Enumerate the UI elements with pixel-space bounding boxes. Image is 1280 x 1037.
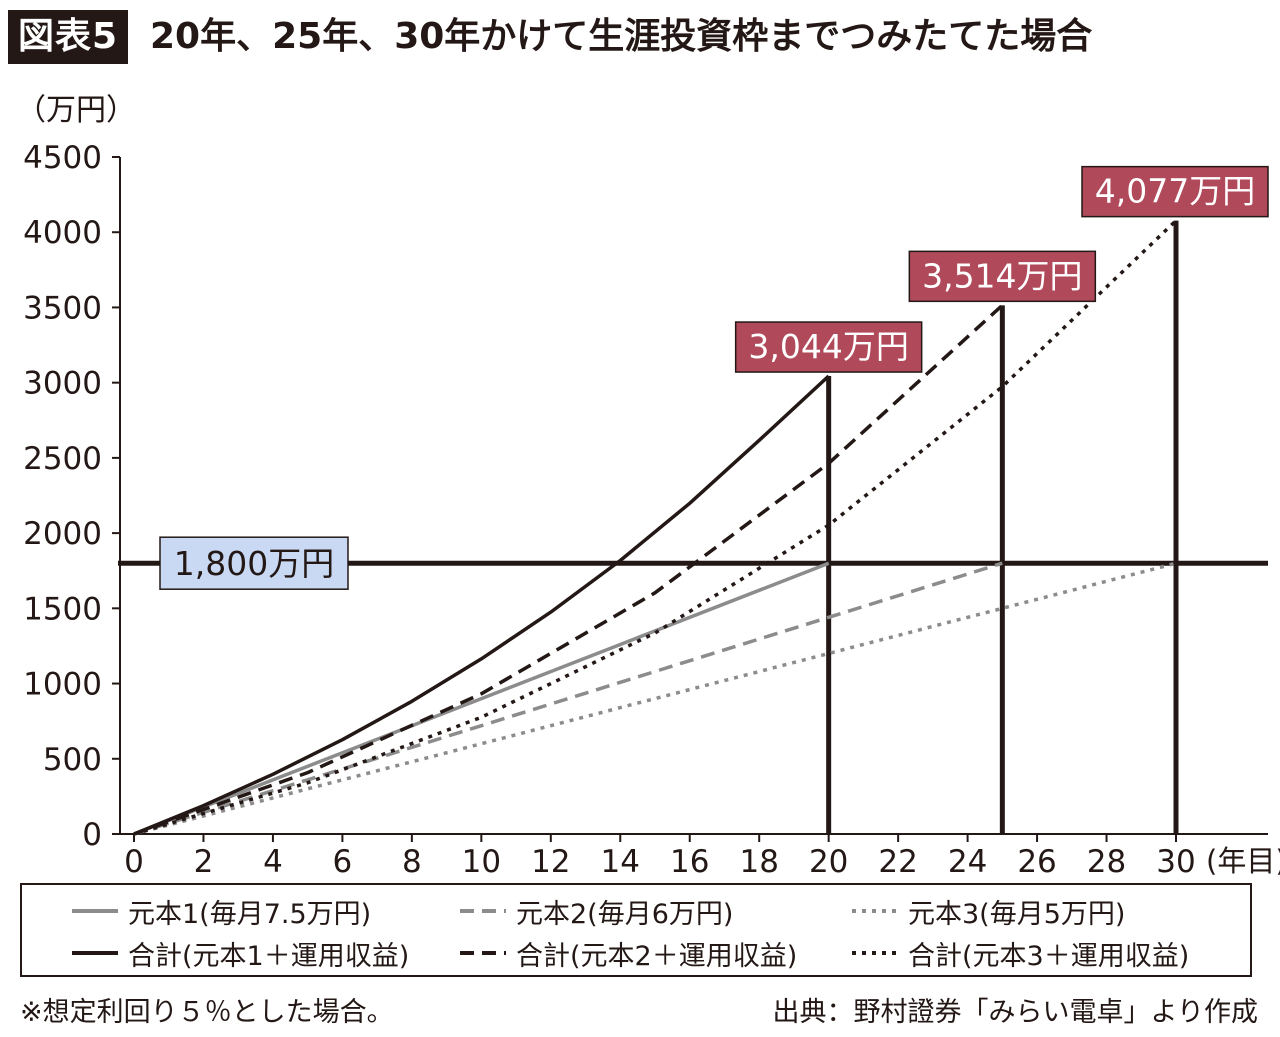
chart-header: 図表5 20年、25年、30年かけて生涯投資枠までつみたてた場合 [0, 0, 1280, 76]
y-tick-label: 2500 [23, 441, 102, 477]
x-tick-label: 22 [878, 844, 917, 880]
figure-number-badge: 図表5 [8, 10, 129, 64]
series-line-4 [133, 374, 830, 836]
y-tick-label: 3500 [23, 290, 102, 326]
y-axis-unit-label: （万円） [16, 93, 136, 128]
legend-label: 元本2(毎月6万円) [516, 898, 734, 930]
x-tick-label: 20 [809, 844, 848, 880]
line-chart: （万円） 0 500 1000 1500 2000 2500 3000 3500 4000 4500… [16, 93, 1280, 880]
x-tick-label: 16 [670, 844, 709, 880]
reference-callout-box [159, 536, 349, 590]
x-tick-label: 6 [333, 844, 353, 880]
legend-label: 合計(元本3＋運用収益) [908, 940, 1190, 972]
series-line-3 [133, 561, 1177, 836]
x-tick-label: 14 [601, 844, 640, 880]
x-tick-label: 0 [124, 844, 144, 880]
legend-swatch [852, 909, 898, 913]
legend-swatch [72, 951, 118, 955]
callout-box [1081, 165, 1269, 218]
callout-box [908, 250, 1097, 303]
x-tick-label: 2 [194, 844, 214, 880]
chart-legend: 元本1(毎月7.5万円) 元本2(毎月6万円) 元本3(毎月5万円) 合計(元本1＋運… [20, 883, 1252, 977]
callout-box [734, 321, 923, 373]
series-line-2 [133, 561, 1003, 836]
x-tick-label: 30 [1156, 844, 1195, 880]
y-tick-label: 4500 [23, 140, 102, 176]
series-line-1 [133, 561, 830, 836]
y-tick-label: 3000 [23, 366, 102, 402]
y-tick-label: 500 [43, 742, 102, 778]
callout-label: 3,044万円 [748, 327, 908, 366]
legend-swatch [72, 909, 118, 913]
footnote: ※想定利回り５％とした場合。 [20, 997, 394, 1028]
chart-title: 20年、25年、30年かけて生涯投資枠までつみたてた場合 [150, 16, 1093, 57]
legend-swatch [460, 909, 506, 913]
legend-label: 合計(元本1＋運用収益) [128, 940, 410, 972]
series-line-5 [133, 304, 1004, 836]
legend-label: 元本3(毎月5万円) [908, 898, 1126, 930]
legend-label: 元本1(毎月7.5万円) [128, 898, 372, 930]
y-tick-label: 0 [82, 817, 102, 853]
x-tick-label: 24 [948, 844, 987, 880]
y-tick-label: 4000 [23, 215, 102, 251]
x-tick-label: 12 [531, 844, 570, 880]
reference-callout-label: 1,800万円 [174, 544, 334, 583]
x-tick-label: 28 [1087, 844, 1126, 880]
legend-swatch [852, 951, 898, 955]
x-tick-label: 4 [263, 844, 283, 880]
legend-item: 元本3(毎月5万円) [852, 891, 1125, 931]
x-tick-label: 10 [462, 844, 501, 880]
x-tick-label: 8 [402, 844, 422, 880]
x-tick-label: 18 [739, 844, 778, 880]
x-tick-label: 26 [1017, 844, 1056, 880]
callout-label: 3,514万円 [922, 256, 1082, 295]
callout-label: 4,077万円 [1095, 172, 1255, 211]
y-tick-label: 1000 [23, 667, 102, 703]
legend-item: 元本1(毎月7.5万円) [72, 891, 371, 931]
legend-label: 合計(元本2＋運用収益) [516, 940, 798, 972]
legend-item: 合計(元本3＋運用収益) [852, 933, 1189, 973]
series-line-6 [133, 219, 1178, 836]
x-axis-unit-label: (年目) [1206, 844, 1280, 878]
legend-item: 合計(元本2＋運用収益) [460, 933, 797, 973]
legend-item: 元本2(毎月6万円) [460, 891, 733, 931]
source-note: 出典：野村證券「みらい電卓」より作成 [772, 997, 1258, 1028]
y-tick-label: 2000 [23, 516, 102, 552]
legend-item: 合計(元本1＋運用収益) [72, 933, 409, 973]
y-tick-label: 1500 [23, 591, 102, 627]
legend-swatch [460, 951, 506, 955]
